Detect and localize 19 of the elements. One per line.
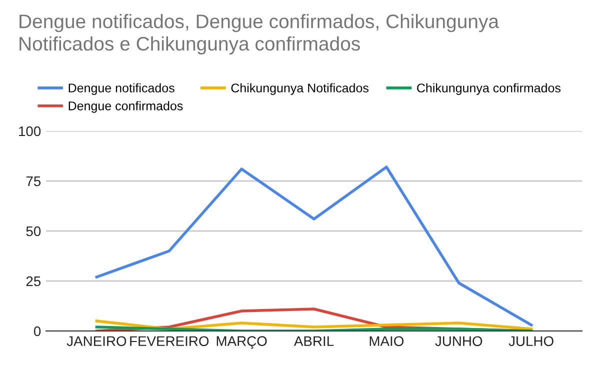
legend-label: Chikungunya Notificados <box>231 83 368 95</box>
y-tick-label: 75 <box>26 176 41 186</box>
x-tick-label: JULHO <box>508 336 554 346</box>
x-tick-label: FEVEREIRO <box>130 336 209 346</box>
y-tick-label: 100 <box>19 126 41 136</box>
y-tick-label: 0 <box>34 326 41 336</box>
y-tick-label: 25 <box>26 276 41 286</box>
y-tick-label: 50 <box>26 226 41 236</box>
line-series <box>95 166 533 326</box>
x-tick-label: MAIO <box>370 336 404 346</box>
chart-title: Dengue notificados, Dengue confirmados, Chikungunya Notificados e Chikungunya confirmados <box>20 14 500 54</box>
legend-label: Dengue notificados <box>68 83 174 95</box>
legend-label: Dengue confirmados <box>68 101 183 113</box>
legend-label: Chikungunya confirmados <box>417 83 560 95</box>
x-tick-label: JANEIRO <box>66 336 126 346</box>
x-tick-label: ABRIL <box>294 336 334 346</box>
line-series <box>95 320 533 330</box>
x-tick-label: JUNHO <box>435 336 482 346</box>
x-tick-label: MARÇO <box>216 336 267 349</box>
